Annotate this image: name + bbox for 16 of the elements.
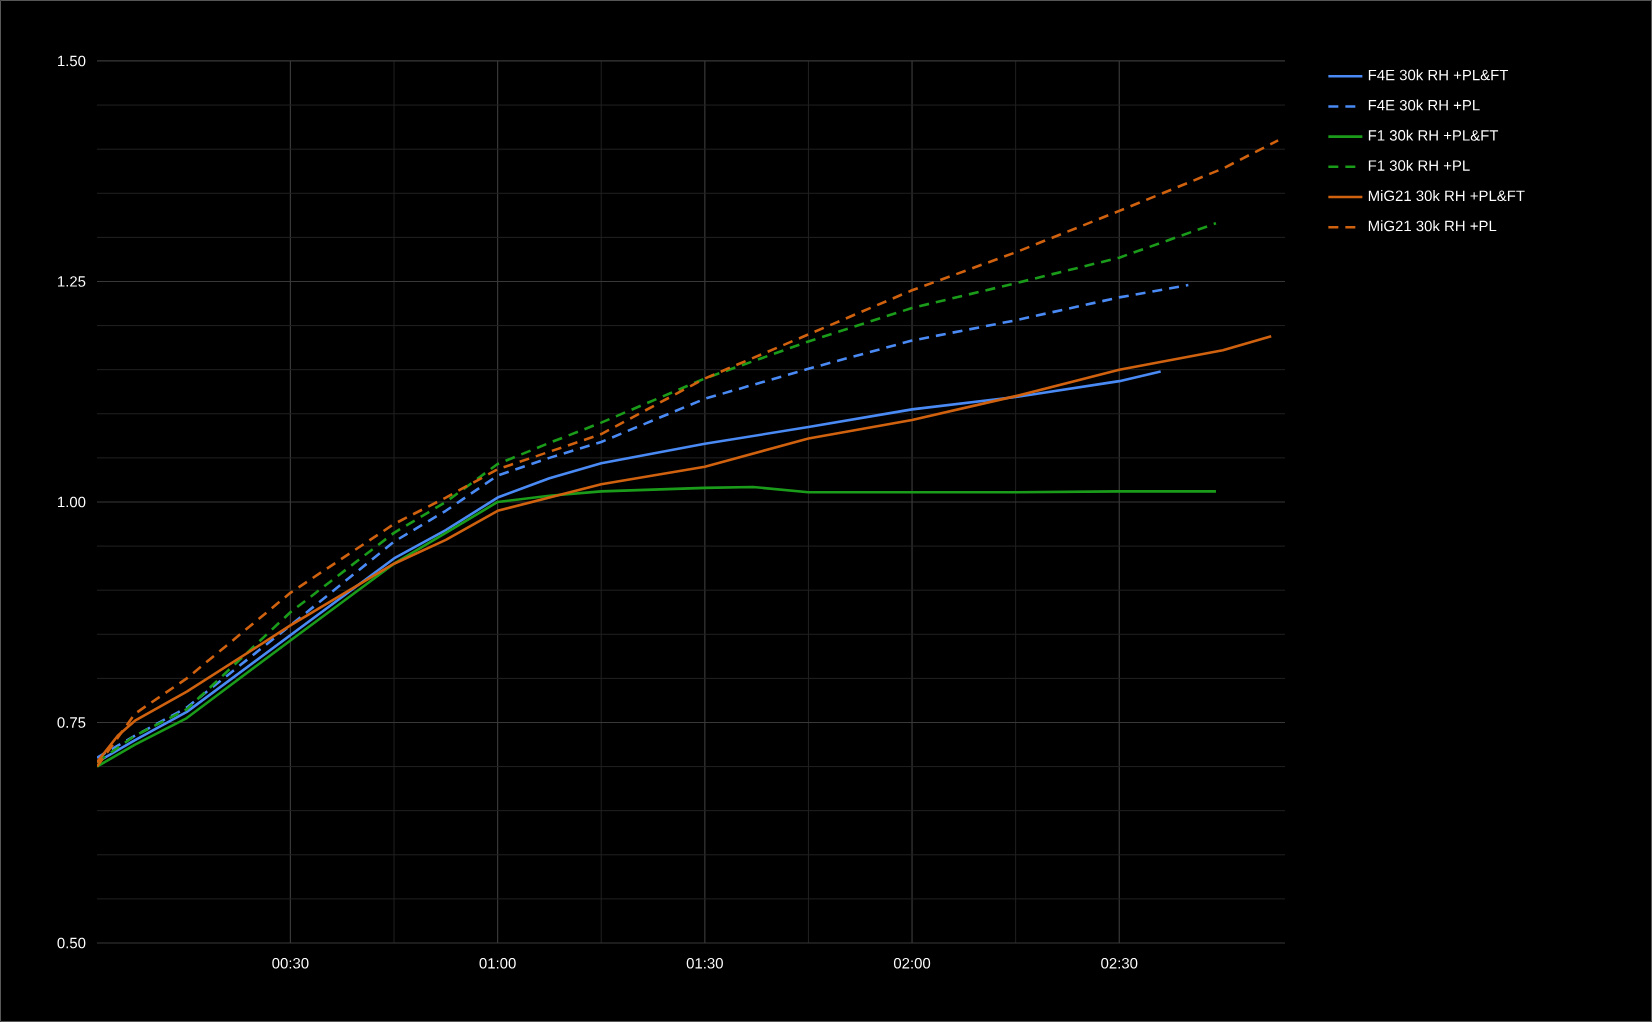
x-tick-label: 01:30 — [686, 958, 723, 969]
x-tick-label: 02:00 — [893, 958, 931, 969]
legend-label: F1 30k RH +PL&FT — [1368, 129, 1499, 141]
legend-label: F4E 30k RH +PL — [1368, 99, 1480, 111]
x-tick-label: 02:30 — [1101, 958, 1138, 969]
legend-label: F4E 30k RH +PL&FT — [1368, 69, 1509, 81]
y-tick-label: 1.50 — [58, 55, 86, 67]
x-tick-label: 01:00 — [479, 958, 516, 969]
y-tick-label: 1.00 — [58, 496, 86, 508]
legend-label: MiG21 30k RH +PL — [1368, 220, 1497, 232]
y-tick-label: 0.50 — [57, 937, 86, 949]
y-tick-label: 1.25 — [58, 276, 86, 287]
legend-label: F1 30k RH +PL — [1368, 159, 1470, 171]
y-tick-label: 0.75 — [57, 717, 86, 728]
x-tick-label: 00:30 — [272, 958, 309, 969]
legend-label: MiG21 30k RH +PL&FT — [1368, 190, 1525, 202]
